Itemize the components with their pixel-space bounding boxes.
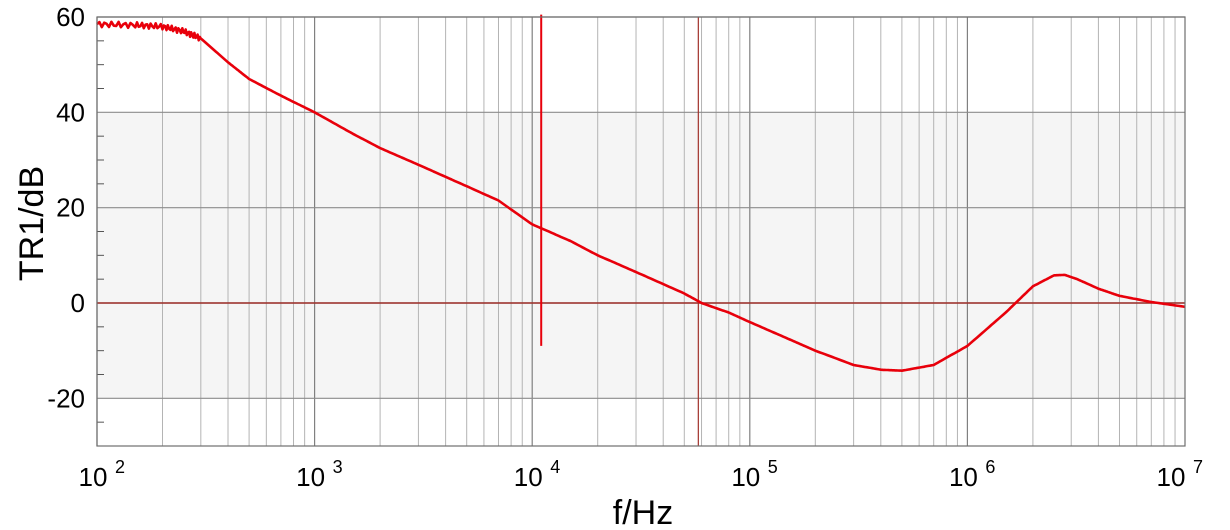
shaded-band-layer — [97, 112, 1185, 399]
x-tick-label-exponent: 6 — [985, 457, 995, 477]
y-tick-label: 40 — [56, 97, 85, 127]
x-tick-label-exponent: 5 — [768, 457, 778, 477]
x-tick-label-base: 10 — [1157, 462, 1186, 492]
x-tick-label-base: 10 — [514, 462, 543, 492]
shaded-band — [97, 112, 1185, 399]
y-tick-label: -20 — [47, 383, 85, 413]
y-tick-label: 20 — [56, 193, 85, 223]
tick-labels-layer: 60 40 20 0 -20 10 2 10 3 10 4 10 5 10 6 10 7 — [47, 2, 1203, 492]
plot-frame — [96, 16, 1186, 447]
x-tick-label-base: 10 — [731, 462, 760, 492]
y-axis-title: TR1/dB — [13, 166, 51, 281]
x-tick-label-base: 10 — [79, 462, 108, 492]
x-tick-label-exponent: 4 — [550, 457, 560, 477]
y-tick-label: 60 — [56, 2, 85, 32]
plot-frame-layer — [96, 16, 1186, 447]
x-tick-label-exponent: 7 — [1193, 457, 1203, 477]
x-tick-label-exponent: 2 — [115, 457, 125, 477]
x-axis-title: f/Hz — [613, 494, 673, 530]
x-tick-label-base: 10 — [296, 462, 325, 492]
series-line-0 — [96, 20, 1186, 372]
y-tick-label: 0 — [71, 288, 85, 318]
x-tick-label-base: 10 — [949, 462, 978, 492]
series-layer — [96, 20, 1186, 372]
x-tick-label-exponent: 3 — [333, 457, 343, 477]
reference-lines-layer — [97, 14, 1185, 446]
